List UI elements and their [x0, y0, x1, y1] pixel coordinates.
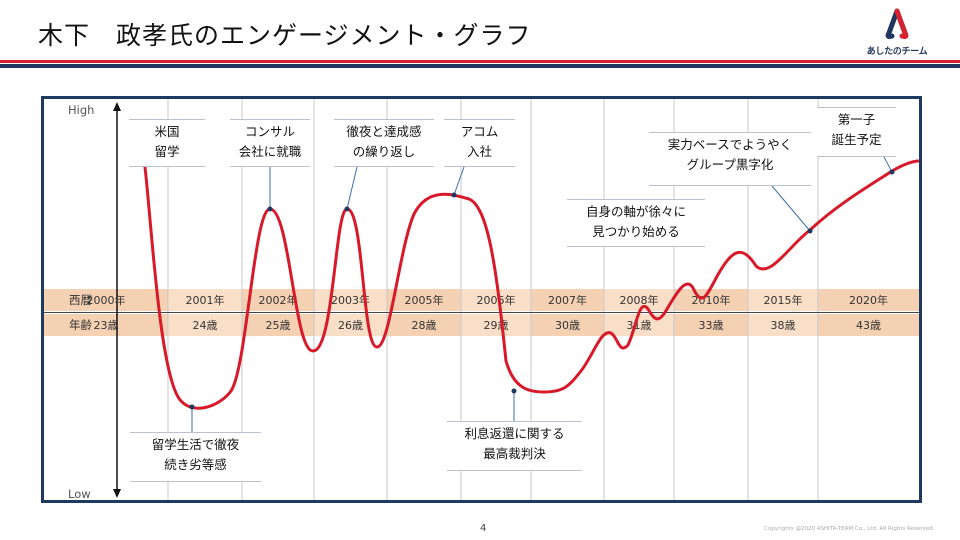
- engagement-line: [143, 159, 919, 410]
- year-label: 2000年: [87, 293, 126, 307]
- leader-dot: [451, 192, 457, 198]
- age-cell-bg: [242, 314, 314, 336]
- logo-text: あしたのチーム: [866, 47, 928, 57]
- event-callout-line: 自身の軸が徐々に: [585, 204, 686, 219]
- event-callout-line: 続き劣等感: [164, 457, 227, 472]
- year-label: 2015年: [764, 293, 803, 307]
- age-row-label: 年齢: [69, 318, 92, 332]
- age-cell-bg: [531, 314, 604, 336]
- event-callout-line: 最高裁判決: [483, 446, 546, 461]
- year-cell-bg: [461, 289, 531, 311]
- company-logo: あしたのチーム: [862, 5, 932, 57]
- age-label: 31歳: [627, 319, 652, 332]
- engagement-graph: High Low 西暦年齢 2000年 23歳 2001年 24歳 2002年 25歳 2003年…: [41, 96, 922, 503]
- y-axis-arrow-top: [113, 102, 121, 111]
- leader-line: [453, 166, 465, 196]
- event-callout-line: 見つかり始める: [592, 224, 680, 239]
- age-label: 38歳: [771, 319, 796, 332]
- year-cell-bg: [387, 289, 461, 311]
- age-label: 28歳: [412, 319, 437, 332]
- leader-dot: [267, 206, 273, 212]
- leader-line: [883, 156, 893, 173]
- age-cell-bg: [818, 314, 919, 336]
- year-cell-bg: [531, 289, 604, 311]
- event-callout: コンサル 会社に就職: [230, 119, 310, 167]
- age-label: 30歳: [555, 319, 580, 332]
- age-label: 26歳: [338, 319, 363, 332]
- age-label: 23歳: [94, 319, 119, 332]
- year-cell-bg: [674, 289, 748, 311]
- event-callout-line: の繰り返し: [352, 144, 416, 159]
- event-callout-line: 留学: [154, 144, 180, 159]
- event-callout: 第一子 誕生予定: [817, 107, 896, 157]
- leader-dot: [889, 169, 895, 175]
- logo-mark-icon: [885, 8, 909, 40]
- year-row-label: 西暦: [69, 293, 92, 307]
- y-axis-arrow-bottom: [113, 489, 121, 498]
- leader-line: [771, 185, 811, 232]
- year-label: 2001年: [186, 293, 225, 307]
- event-callout-line: 留学生活で徹夜: [151, 437, 240, 452]
- year-cell-bg: [168, 289, 242, 311]
- age-cell-bg: [44, 314, 168, 336]
- year-label: 2010年: [692, 293, 731, 307]
- event-callout: 自身の軸が徐々に 見つかり始める: [567, 199, 705, 247]
- age-cell-bg: [748, 314, 818, 336]
- leader-line: [346, 166, 358, 210]
- year-label: 2020年: [849, 293, 888, 307]
- leader-dot: [511, 388, 517, 394]
- age-label: 33歳: [699, 319, 724, 332]
- header-rule-blue: [0, 64, 960, 68]
- age-cell-bg: [168, 314, 242, 336]
- event-callout-line: アコム: [460, 124, 499, 139]
- year-cell-bg: [818, 289, 919, 311]
- age-label: 25歳: [266, 319, 291, 332]
- event-callout: 留学生活で徹夜 続き劣等感: [130, 432, 261, 482]
- year-cell-bg: [44, 289, 168, 311]
- event-callout-line: 入社: [466, 144, 492, 159]
- age-cell-bg: [387, 314, 461, 336]
- year-label: 2005年: [405, 293, 444, 307]
- event-callout-line: 第一子: [837, 112, 876, 127]
- event-callout: 米国 留学: [129, 119, 205, 167]
- event-callout: 徹夜と達成感 の繰り返し: [334, 119, 434, 167]
- event-callout: アコム 入社: [444, 119, 515, 167]
- event-callout-line: 徹夜と達成感: [346, 124, 422, 139]
- event-callout-line: グループ黒字化: [686, 157, 774, 172]
- event-callout-line: コンサル: [244, 124, 295, 139]
- event-callout-line: 会社に就職: [238, 144, 302, 159]
- age-label: 24歳: [193, 319, 218, 332]
- year-label: 2003年: [331, 293, 370, 307]
- leader-dot: [807, 228, 813, 234]
- header-rule-red: [0, 60, 960, 63]
- leader-dot: [344, 206, 350, 212]
- page-title: 木下 政孝氏のエンゲージメント・グラフ: [38, 21, 532, 50]
- year-label: 2006年: [477, 293, 516, 307]
- event-callout: 利息返還に関する 最高裁判決: [447, 421, 582, 471]
- year-label: 2008年: [620, 293, 659, 307]
- y-axis-label-high: High: [68, 103, 94, 117]
- age-label: 29歳: [484, 319, 509, 332]
- year-label: 2007年: [548, 293, 587, 307]
- year-label: 2002年: [259, 293, 298, 307]
- year-cell-bg: [604, 289, 674, 311]
- y-axis-label-low: Low: [68, 487, 91, 500]
- event-callout-line: 誕生予定: [831, 132, 882, 147]
- age-label: 43歳: [856, 319, 881, 332]
- leader-dot: [189, 404, 195, 410]
- page-number: 4: [480, 523, 487, 534]
- age-cell-bg: [461, 314, 531, 336]
- event-callout-line: 実力ベースでようやく: [667, 137, 793, 152]
- age-cell-bg: [674, 314, 748, 336]
- event-callout: 実力ベースでようやく グループ黒字化: [649, 132, 811, 186]
- copyright: Copyrights @2020 ASHITA-TEAM Co., Ltd. A…: [764, 526, 935, 532]
- event-callout-line: 利息返還に関する: [464, 426, 565, 441]
- event-callout-line: 米国: [154, 124, 180, 139]
- year-cell-bg: [748, 289, 818, 311]
